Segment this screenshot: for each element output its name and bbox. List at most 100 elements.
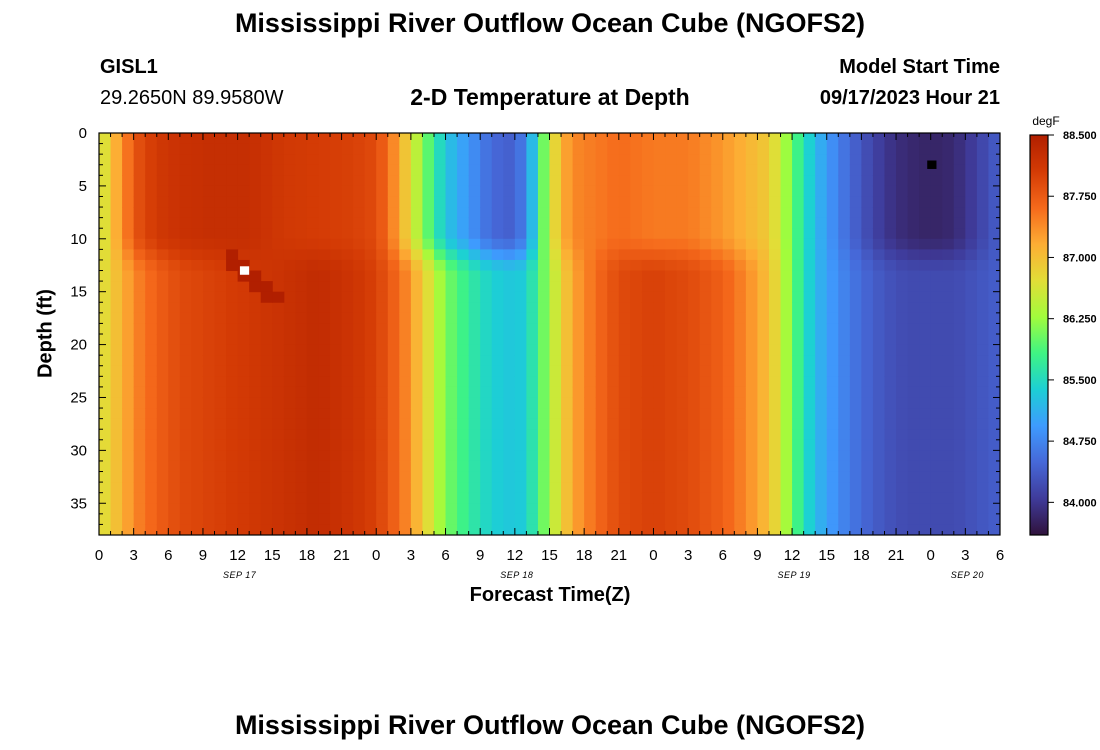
heatmap-cell — [572, 418, 585, 430]
heatmap-cell — [503, 270, 516, 282]
heatmap-cell — [191, 217, 204, 229]
heatmap-cell — [179, 270, 193, 282]
heatmap-cell — [768, 217, 782, 229]
heatmap-cell — [387, 334, 400, 346]
heatmap-cell — [249, 365, 262, 377]
heatmap-cell — [572, 228, 585, 240]
heatmap-cell — [156, 281, 169, 293]
heatmap-cell — [341, 312, 354, 325]
heatmap-cell — [133, 270, 146, 282]
heatmap-cell — [861, 344, 874, 356]
heatmap-cell — [861, 281, 874, 293]
heatmap-cell — [942, 312, 955, 325]
heatmap-cell — [734, 460, 747, 473]
heatmap-cell — [584, 355, 597, 367]
heatmap-cell — [595, 154, 608, 166]
heatmap-cell — [468, 196, 481, 208]
heatmap-cell — [537, 217, 551, 229]
heatmap-cell — [896, 207, 909, 219]
heatmap-cell — [826, 143, 839, 155]
heatmap-cell — [757, 312, 770, 325]
heatmap-cell — [872, 344, 886, 356]
heatmap-cell — [965, 270, 978, 282]
heatmap-cell — [919, 397, 932, 409]
heatmap-cell — [965, 460, 978, 473]
heatmap-cell — [722, 228, 735, 240]
heatmap-cell — [907, 471, 920, 483]
heatmap-cell — [734, 238, 747, 250]
heatmap-cell — [607, 482, 620, 494]
heatmap-cell — [491, 281, 504, 293]
heatmap-cell — [630, 154, 643, 166]
heatmap-cell — [295, 408, 308, 420]
heatmap-cell — [295, 312, 308, 325]
heatmap-cell — [457, 355, 470, 367]
colorbar — [1029, 134, 1049, 536]
heatmap-cell — [110, 492, 123, 504]
heatmap-cell — [191, 397, 204, 409]
heatmap-cell — [768, 334, 782, 346]
heatmap-cell — [179, 133, 193, 145]
heatmap-cell — [595, 196, 608, 208]
heatmap-cell — [976, 524, 990, 535]
heatmap-cell — [872, 397, 886, 409]
heatmap-cell — [607, 175, 620, 187]
heatmap-cell — [641, 154, 655, 166]
heatmap-cell — [537, 482, 551, 494]
heatmap-cell — [237, 386, 250, 399]
heatmap-cell — [376, 270, 389, 282]
heatmap-cell — [572, 524, 585, 535]
heatmap-cell — [364, 164, 377, 176]
heatmap-cell — [976, 471, 990, 483]
heatmap-cell — [387, 503, 400, 515]
heatmap-cell — [988, 397, 1000, 409]
heatmap-cell — [561, 207, 574, 219]
heatmap-cell — [641, 259, 655, 272]
heatmap-cell — [734, 524, 747, 535]
colorbar-unit-label: degF — [1032, 114, 1059, 128]
heatmap-cell — [272, 154, 285, 166]
heatmap-cell — [537, 291, 551, 303]
heatmap-cell — [156, 228, 169, 240]
heatmap-cell — [468, 482, 481, 494]
heatmap-cell — [745, 154, 759, 166]
heatmap-cell — [595, 185, 608, 198]
heatmap-cell — [884, 471, 897, 483]
heatmap-cell — [768, 164, 782, 176]
heatmap-cell — [815, 133, 828, 145]
heatmap-cell — [988, 323, 1000, 335]
heatmap-cell — [849, 185, 862, 198]
heatmap-cell — [526, 344, 539, 356]
heatmap-cell — [745, 185, 759, 198]
heatmap-cell — [699, 238, 712, 250]
heatmap-cell — [872, 460, 886, 473]
heatmap-cell — [930, 492, 943, 504]
heatmap-cell — [410, 450, 424, 462]
heatmap-cell — [930, 238, 943, 250]
heatmap-cell — [214, 217, 227, 229]
heatmap-cell — [768, 482, 782, 494]
heatmap-cell — [549, 302, 562, 314]
heatmap-cell — [896, 418, 909, 430]
heatmap-cell — [780, 439, 793, 451]
heatmap-cell — [595, 450, 608, 462]
warm-patch-cell — [237, 270, 250, 282]
heatmap-cell — [953, 323, 966, 335]
heatmap-cell — [122, 386, 135, 399]
heatmap-cell — [641, 175, 655, 187]
heatmap-cell — [907, 217, 920, 229]
heatmap-cell — [734, 513, 747, 526]
heatmap-cell — [353, 513, 366, 526]
heatmap-cell — [965, 238, 978, 250]
heatmap-cell — [676, 365, 689, 377]
heatmap-cell — [815, 524, 828, 535]
heatmap-cell — [179, 238, 193, 250]
heatmap-cell — [491, 492, 504, 504]
heatmap-cell — [364, 312, 377, 325]
heatmap-cell — [930, 196, 943, 208]
heatmap-cell — [295, 164, 308, 176]
heatmap-cell — [988, 492, 1000, 504]
heatmap-cell — [815, 175, 828, 187]
heatmap-cell — [630, 334, 643, 346]
heatmap-cell — [907, 482, 920, 494]
